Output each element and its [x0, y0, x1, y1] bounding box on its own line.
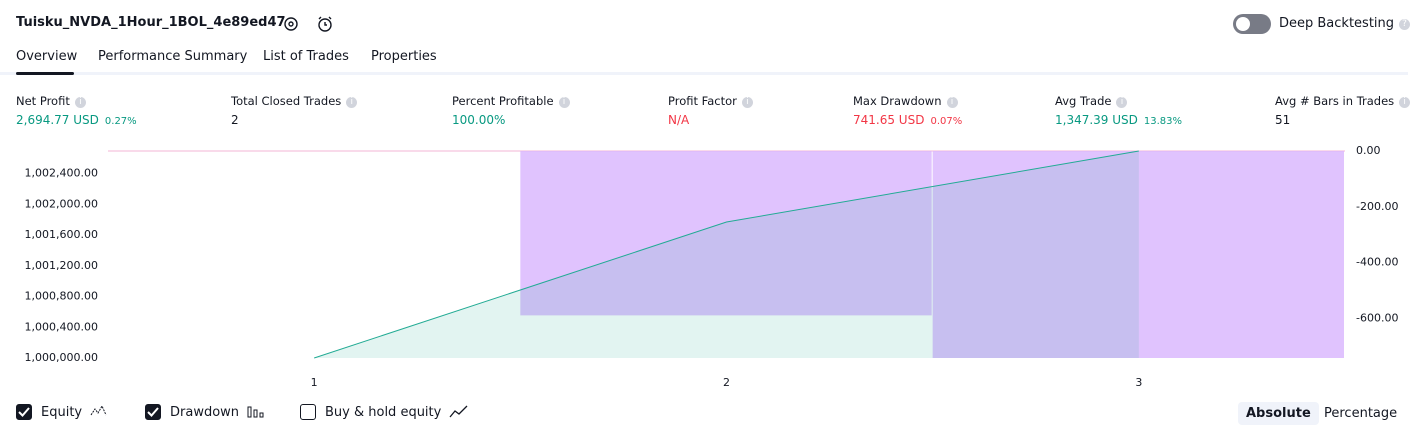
checkbox-icon: [90, 405, 112, 419]
tab[interactable]: Performance Summary: [98, 49, 248, 64]
metric-label: Profit Factor i: [668, 94, 753, 108]
metric-value: 741.65 USD 0.07%: [853, 113, 962, 127]
info-icon: i: [558, 97, 570, 108]
checkbox-item[interactable]: Drawdown: [145, 404, 269, 420]
checkbox-item[interactable]: Equity: [16, 404, 112, 420]
metric-value: 2,694.77 USD 0.27%: [16, 113, 137, 127]
info-icon: i: [346, 97, 358, 108]
metric-label-text: Max Drawdown: [853, 94, 942, 108]
metric-label-text: Net Profit: [16, 94, 70, 108]
equity-area: [314, 151, 1139, 358]
series-icon: [247, 406, 264, 418]
tab[interactable]: Overview: [16, 49, 78, 64]
check-mark: [18, 407, 30, 417]
deep-backtesting-label: Deep Backtesting?: [1279, 16, 1411, 31]
metric-value: N/A: [668, 113, 689, 127]
metric-label-text: Avg Trade: [1055, 94, 1112, 108]
metric-label: Net Profit i: [16, 94, 86, 108]
metric-value-text: 741.65 USD: [853, 113, 925, 127]
y2-tick-label: -600.00: [1356, 311, 1398, 324]
metric-value-text: 2: [231, 113, 239, 127]
header-icons: [284, 16, 332, 32]
metric-change: 13.83%: [1143, 116, 1183, 127]
metric-label: Max Drawdown i: [853, 94, 958, 108]
metric-value: 2: [231, 113, 239, 127]
checkbox-label: Equity: [41, 404, 83, 420]
metric-value-text: N/A: [668, 113, 690, 127]
metric-label: Avg # Bars in Trades i: [1275, 94, 1411, 108]
metric-label-text: Avg # Bars in Trades: [1275, 94, 1395, 108]
tab[interactable]: Properties: [371, 49, 437, 64]
metric-value-text: 1,347.39 USD: [1055, 113, 1138, 127]
metric-value: 51: [1275, 113, 1290, 127]
metric-change: 0.27%: [104, 116, 137, 127]
chart: 1,000,000.00 1,000,400.00 1,000,800.00 1,00…: [25, 144, 1399, 389]
y-tick-label: 1,000,000.00: [25, 351, 98, 364]
y2-tick-label: -200.00: [1356, 200, 1398, 213]
deep-backtesting-text: Deep Backtesting: [1279, 16, 1395, 31]
x-tick-label: 1: [311, 376, 318, 389]
metric-value: 1,347.39 USD 13.83%: [1055, 113, 1182, 127]
tab-divider: [0, 72, 1408, 75]
metric-value-text: 2,694.77 USD: [16, 113, 99, 127]
y2-tick-label: -400.00: [1356, 256, 1398, 269]
metric-label: Total Closed Trades i: [231, 94, 358, 108]
deep-backtesting-toggle[interactable]: [1233, 14, 1271, 34]
y-tick-label: 1,002,400.00: [25, 167, 98, 180]
y2-tick-label: 0.00: [1356, 144, 1381, 157]
tab-selected-underline: [16, 72, 74, 75]
metric-label-text: Profit Factor: [668, 94, 737, 108]
x-tick-label: 3: [1135, 376, 1142, 389]
metric-value-text: 51: [1275, 113, 1291, 127]
y-tick-label: 1,002,000.00: [25, 197, 98, 210]
mode-button[interactable]: Percentage: [1324, 406, 1398, 421]
metric-value: 100.00%: [452, 113, 505, 127]
metric-label-text: Total Closed Trades: [231, 94, 342, 108]
checkbox-label: Drawdown: [170, 404, 240, 420]
checkbox[interactable]: [300, 404, 316, 420]
series-icon: [449, 405, 468, 418]
checkbox-icon: [449, 405, 471, 419]
checkbox-icon: [247, 405, 269, 419]
y-tick-label: 1,000,400.00: [25, 320, 98, 333]
metric-label: Percent Profitable i: [452, 94, 570, 108]
checkbox[interactable]: [145, 404, 161, 420]
drawdown-bar: [520, 151, 932, 316]
strategy-title: Tuisku_NVDA_1Hour_1BOL_4e89ed47: [16, 15, 286, 30]
y-tick-label: 1,001,600.00: [25, 228, 98, 241]
checkbox[interactable]: [16, 404, 32, 420]
equity-line: [314, 150, 1139, 359]
info-icon: i: [74, 97, 86, 108]
info-icon: i: [1399, 97, 1411, 108]
metric-label-text: Percent Profitable: [452, 94, 554, 108]
series-icon: [90, 405, 107, 416]
metric-change: 0.07%: [930, 116, 963, 127]
metric-value-text: 100.00%: [452, 113, 506, 127]
x-tick-label: 2: [723, 376, 730, 389]
check-mark: [147, 407, 159, 417]
tab[interactable]: List of Trades: [263, 49, 349, 64]
y-tick-label: 1,001,200.00: [25, 259, 98, 272]
checkbox-label: Buy & hold equity: [325, 404, 442, 420]
info-icon: ?: [1399, 19, 1411, 30]
drawdown-bar: [932, 151, 1344, 358]
metric-label: Avg Trade i: [1055, 94, 1128, 108]
info-icon: i: [741, 97, 753, 108]
info-icon: i: [946, 97, 958, 108]
info-icon: i: [1116, 97, 1128, 108]
y-tick-label: 1,000,800.00: [25, 290, 98, 303]
checkbox-item[interactable]: Buy & hold equity: [300, 404, 471, 420]
mode-button[interactable]: Absolute: [1238, 402, 1319, 425]
